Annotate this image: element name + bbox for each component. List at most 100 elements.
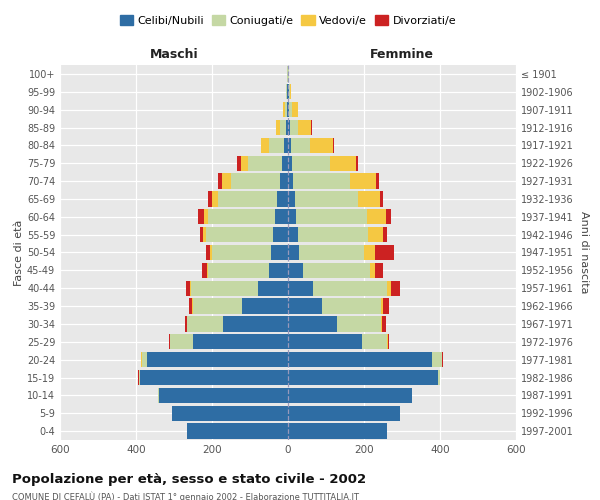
Text: Maschi: Maschi <box>149 48 199 61</box>
Text: Femmine: Femmine <box>370 48 434 61</box>
Bar <box>208 263 269 278</box>
Bar <box>288 84 289 100</box>
Bar <box>382 316 386 332</box>
Bar <box>241 156 248 171</box>
Bar <box>433 352 442 367</box>
Text: Popolazione per età, sesso e stato civile - 2002: Popolazione per età, sesso e stato civil… <box>12 472 366 486</box>
Bar <box>212 192 218 206</box>
Bar <box>170 334 193 349</box>
Bar <box>159 388 288 403</box>
Bar <box>189 298 192 314</box>
Bar <box>350 174 376 188</box>
Bar <box>299 245 364 260</box>
Bar <box>288 156 292 171</box>
Bar <box>223 316 288 332</box>
Bar <box>285 102 287 117</box>
Y-axis label: Anni di nascita: Anni di nascita <box>579 211 589 294</box>
Bar <box>203 227 206 242</box>
Bar <box>208 209 275 224</box>
Bar <box>187 424 288 438</box>
Bar <box>288 192 295 206</box>
Bar <box>313 280 387 296</box>
Bar <box>200 227 203 242</box>
Bar <box>238 156 241 171</box>
Bar <box>288 138 291 153</box>
Bar <box>248 156 283 171</box>
Bar <box>364 245 376 260</box>
Bar <box>257 280 288 296</box>
Bar <box>292 156 330 171</box>
Bar <box>383 227 387 242</box>
Bar <box>202 263 206 278</box>
Bar <box>288 245 299 260</box>
Bar <box>292 102 298 117</box>
Bar <box>303 263 370 278</box>
Bar <box>367 209 386 224</box>
Bar <box>356 156 358 171</box>
Bar <box>288 388 412 403</box>
Legend: Celibi/Nubili, Coniugati/e, Vedovi/e, Divorziati/e: Celibi/Nubili, Coniugati/e, Vedovi/e, Di… <box>115 10 461 30</box>
Bar <box>381 298 383 314</box>
Bar <box>288 263 303 278</box>
Bar <box>203 209 208 224</box>
Bar <box>330 156 356 171</box>
Bar <box>288 316 337 332</box>
Bar <box>242 298 288 314</box>
Bar <box>262 138 269 153</box>
Bar <box>298 227 368 242</box>
Bar <box>286 84 287 100</box>
Bar <box>283 102 285 117</box>
Bar <box>190 280 191 296</box>
Bar <box>380 192 383 206</box>
Bar <box>288 227 298 242</box>
Bar <box>140 352 142 367</box>
Bar <box>310 138 333 153</box>
Bar <box>293 174 350 188</box>
Bar <box>288 102 289 117</box>
Bar <box>206 245 210 260</box>
Bar <box>284 138 288 153</box>
Bar <box>289 102 292 117</box>
Bar <box>193 334 288 349</box>
Bar <box>142 352 148 367</box>
Bar <box>376 174 379 188</box>
Bar <box>376 263 383 278</box>
Bar <box>206 263 208 278</box>
Bar <box>169 334 170 349</box>
Bar <box>269 138 284 153</box>
Bar <box>269 263 288 278</box>
Bar <box>277 192 288 206</box>
Bar <box>185 316 187 332</box>
Bar <box>139 370 140 385</box>
Bar <box>140 370 288 385</box>
Bar <box>287 102 288 117</box>
Y-axis label: Fasce di età: Fasce di età <box>14 220 24 286</box>
Bar <box>283 156 288 171</box>
Bar <box>358 192 380 206</box>
Bar <box>383 298 389 314</box>
Bar <box>370 263 376 278</box>
Bar <box>186 280 190 296</box>
Bar <box>148 352 288 367</box>
Bar <box>280 120 286 135</box>
Bar <box>210 245 212 260</box>
Bar <box>290 120 298 135</box>
Bar <box>387 280 391 296</box>
Bar <box>288 334 362 349</box>
Bar <box>288 424 387 438</box>
Bar <box>288 209 296 224</box>
Bar <box>288 352 433 367</box>
Bar <box>271 245 288 260</box>
Bar <box>212 245 271 260</box>
Bar <box>273 227 288 242</box>
Bar <box>387 334 388 349</box>
Bar <box>191 280 257 296</box>
Bar <box>333 138 334 153</box>
Bar <box>286 120 288 135</box>
Bar <box>322 298 381 314</box>
Bar <box>288 406 400 421</box>
Bar <box>192 298 193 314</box>
Bar <box>187 316 223 332</box>
Bar <box>376 245 394 260</box>
Bar <box>288 298 322 314</box>
